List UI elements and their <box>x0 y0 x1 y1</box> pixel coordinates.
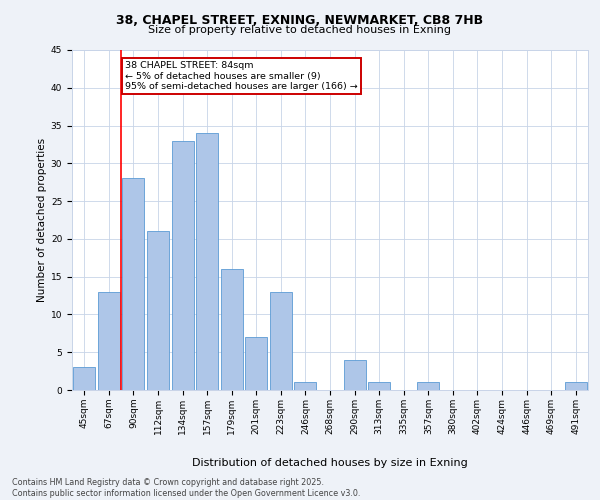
Bar <box>172 140 194 390</box>
Bar <box>221 269 243 390</box>
Bar <box>245 337 268 390</box>
Bar <box>147 232 169 390</box>
Y-axis label: Number of detached properties: Number of detached properties <box>37 138 47 302</box>
Bar <box>196 133 218 390</box>
Text: 38 CHAPEL STREET: 84sqm
← 5% of detached houses are smaller (9)
95% of semi-deta: 38 CHAPEL STREET: 84sqm ← 5% of detached… <box>125 62 358 91</box>
Bar <box>295 382 316 390</box>
Bar <box>98 292 120 390</box>
Bar <box>368 382 390 390</box>
Text: Size of property relative to detached houses in Exning: Size of property relative to detached ho… <box>149 25 452 35</box>
Bar <box>270 292 292 390</box>
Text: Distribution of detached houses by size in Exning: Distribution of detached houses by size … <box>192 458 468 468</box>
Text: 38, CHAPEL STREET, EXNING, NEWMARKET, CB8 7HB: 38, CHAPEL STREET, EXNING, NEWMARKET, CB… <box>116 14 484 27</box>
Bar <box>344 360 365 390</box>
Bar <box>122 178 145 390</box>
Bar <box>565 382 587 390</box>
Bar <box>417 382 439 390</box>
Text: Contains HM Land Registry data © Crown copyright and database right 2025.
Contai: Contains HM Land Registry data © Crown c… <box>12 478 361 498</box>
Bar <box>73 368 95 390</box>
